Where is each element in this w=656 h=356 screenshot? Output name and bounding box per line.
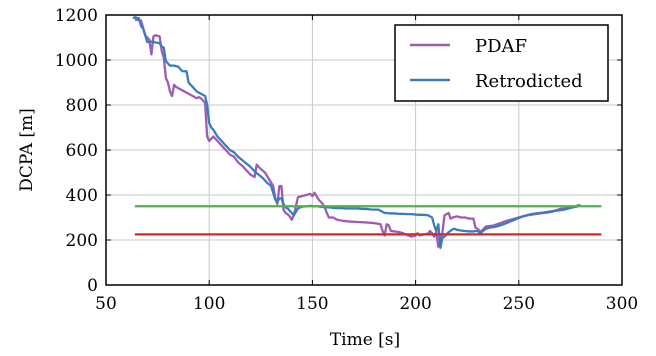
y-tick-label: 800	[66, 96, 98, 116]
tick-layer: 50 100 150 200 250 300 0 200 400 600 800 1000 1200	[55, 6, 638, 314]
y-tick-label: 1000	[55, 51, 98, 71]
x-tick-label: 300	[606, 294, 638, 314]
pdaf-series-line	[134, 18, 580, 248]
y-tick-label: 1200	[55, 6, 98, 26]
legend: PDAF Retrodicted	[394, 24, 609, 102]
legend-label-pdaf: PDAF	[475, 36, 527, 57]
y-tick-label: 600	[66, 141, 98, 161]
y-axis-title: DCPA [m]	[17, 108, 37, 192]
y-tick-label: 400	[66, 186, 98, 206]
x-tick-label: 150	[296, 294, 328, 314]
x-axis-title: Time [s]	[330, 330, 400, 350]
y-tick-label: 200	[66, 231, 98, 251]
plot-layer	[132, 16, 602, 250]
x-tick-label: 250	[503, 294, 535, 314]
retrodicted-series-line	[132, 16, 582, 250]
x-tick-label: 50	[95, 294, 117, 314]
x-tick-label: 100	[193, 294, 225, 314]
legend-box	[394, 24, 609, 102]
y-tick-label: 0	[87, 276, 98, 296]
x-tick-label: 200	[399, 294, 431, 314]
legend-label-retrodicted: Retrodicted	[475, 71, 583, 92]
